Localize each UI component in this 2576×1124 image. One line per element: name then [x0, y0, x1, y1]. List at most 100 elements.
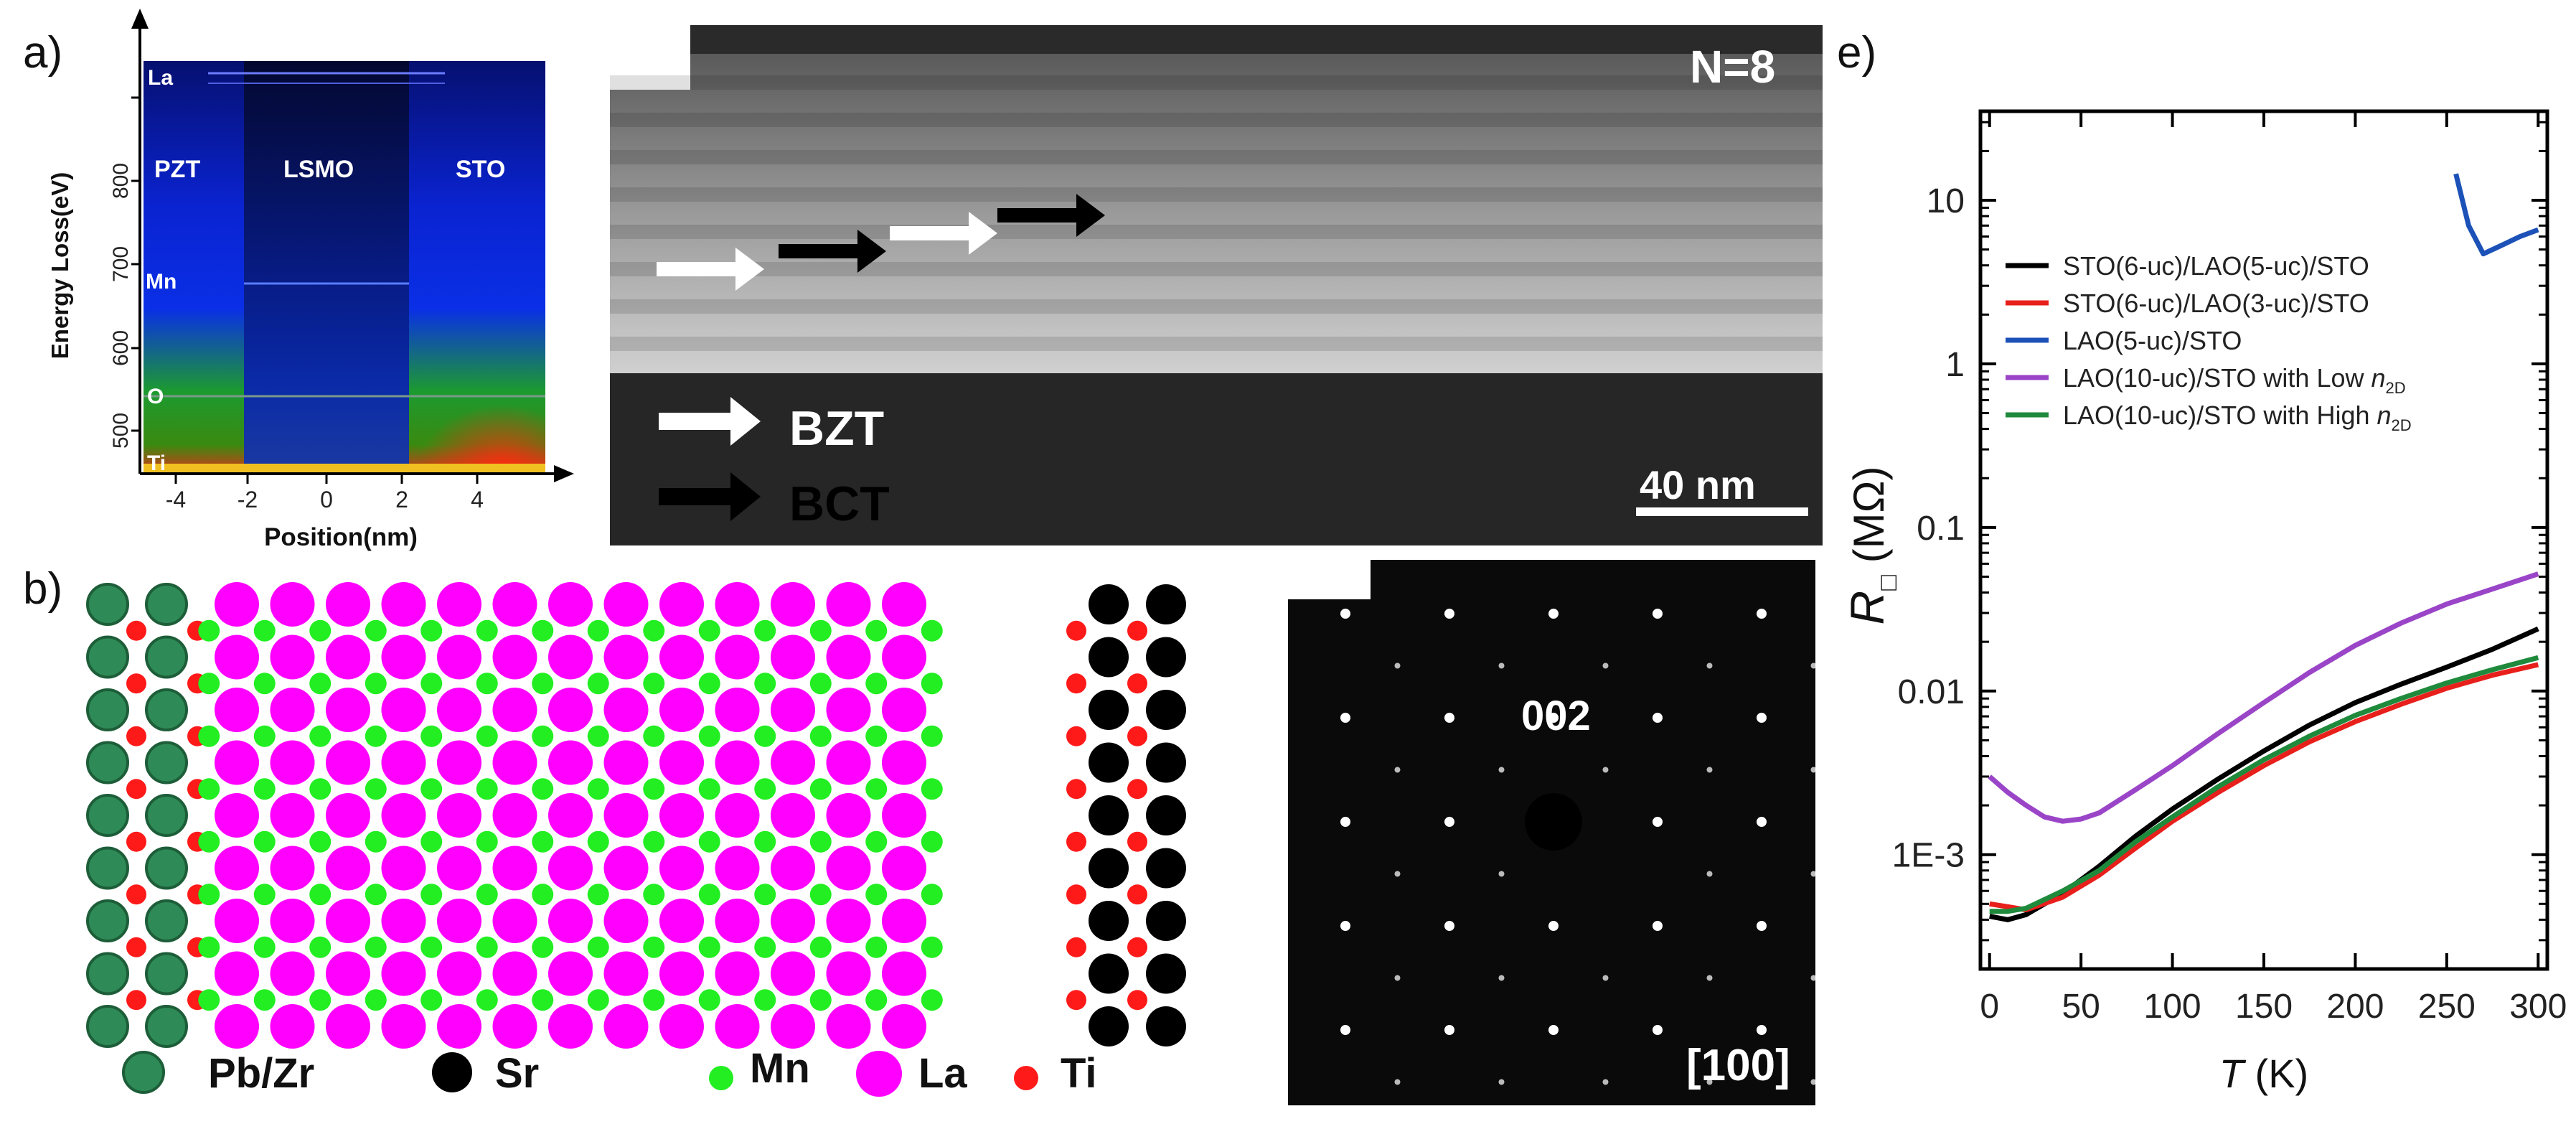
atom-ti — [1066, 673, 1086, 694]
atom-mn — [698, 989, 720, 1011]
atom-mn — [420, 989, 443, 1011]
atom-la — [215, 582, 259, 627]
diffraction-spot — [1444, 921, 1454, 931]
atom-ti — [1127, 620, 1147, 641]
atom-pbzr — [86, 952, 129, 996]
atom-la — [603, 1004, 649, 1049]
legend-sr-circle-icon — [432, 1052, 472, 1092]
atom-la — [492, 740, 537, 785]
atom-la — [882, 951, 926, 996]
diffraction-spot-weak — [1394, 767, 1401, 773]
atom-mn — [198, 619, 220, 642]
atom-mn — [809, 619, 832, 642]
diffraction-spot — [1757, 609, 1767, 619]
atom-mn — [532, 619, 554, 642]
atom-sr — [1089, 690, 1129, 730]
atom-la — [659, 846, 704, 891]
atom-mn — [198, 725, 220, 747]
legend-la-label: La — [918, 1050, 967, 1097]
chart-y-label-subscript: □ — [1873, 575, 1902, 591]
atom-mn — [198, 778, 220, 800]
atom-la — [603, 582, 649, 627]
atom-la — [659, 634, 704, 680]
atom-mn — [698, 936, 720, 958]
atom-mn — [921, 778, 943, 800]
atom-mn — [587, 830, 609, 853]
atom-mn — [754, 884, 776, 906]
atom-mn — [420, 884, 443, 906]
panel-a-ylabel: Energy Loss(eV) — [47, 172, 73, 359]
diffraction-spot — [1548, 1025, 1559, 1035]
diffraction-spot-weak — [1602, 767, 1609, 773]
zone-axis-label: [100] — [1686, 1041, 1790, 1090]
atom-la — [659, 899, 704, 943]
atom-sr — [1089, 901, 1129, 941]
atom-ti — [1127, 673, 1147, 694]
chart-y-label-symbol: R — [1841, 591, 1894, 625]
atom-la — [437, 740, 481, 785]
region-label-pzt: PZT — [154, 156, 200, 183]
atom-la — [826, 634, 871, 680]
stem-stripe — [610, 113, 1823, 127]
atom-la — [381, 634, 426, 680]
atom-la — [270, 951, 315, 996]
atom-mn — [253, 884, 276, 906]
atom-la — [381, 688, 426, 732]
diffraction-spot-weak — [1498, 767, 1505, 773]
panel-d-diffraction-pattern: 002 [100] — [1288, 560, 1815, 1105]
atom-sr — [1146, 953, 1186, 994]
atom-pbzr — [145, 846, 188, 890]
atom-la — [659, 793, 704, 838]
atom-la — [882, 582, 926, 627]
atom-sr — [1089, 1006, 1129, 1046]
atom-la — [270, 582, 315, 627]
lsmo-column — [244, 61, 409, 474]
atom-mn — [754, 778, 776, 800]
atom-la — [215, 793, 259, 838]
panel-a-region-labels: PZT LSMO STO — [154, 156, 505, 183]
diffraction-spot — [1653, 713, 1663, 723]
atom-mn — [476, 936, 498, 958]
diffraction-spot-weak — [1394, 871, 1401, 877]
panel-a-ytick-600: 600 — [109, 330, 133, 366]
atom-la — [381, 951, 426, 996]
atom-mn — [921, 725, 943, 747]
stem-scalebar-label: 40 nm — [1640, 462, 1756, 507]
atom-mn — [365, 989, 387, 1011]
atom-mn — [587, 989, 609, 1011]
legend-label-1: STO(6-uc)/LAO(3-uc)/STO — [2063, 289, 2369, 318]
atom-mn — [698, 725, 720, 747]
atom-mn — [587, 884, 609, 906]
atom-la — [381, 846, 426, 891]
atom-la — [882, 688, 926, 732]
atom-mn — [587, 673, 609, 695]
region-label-sto: STO — [456, 156, 505, 183]
atom-mn — [698, 778, 720, 800]
atom-la — [326, 582, 370, 627]
atom-mn — [253, 830, 276, 853]
atom-mn — [532, 830, 554, 853]
atom-mn — [698, 830, 720, 853]
panel-a-xticks: -4 -2 0 2 4 — [166, 474, 484, 512]
atom-la — [492, 951, 537, 996]
atom-la — [882, 1004, 926, 1049]
atom-la — [492, 1004, 537, 1049]
atom-mn — [809, 830, 832, 853]
legend-pbzr-label: Pb/Zr — [208, 1050, 314, 1097]
atom-pbzr — [86, 794, 129, 837]
panel-b-atomic-model: Pb/Zr Sr Mn La Ti — [86, 582, 1186, 1097]
atom-la — [492, 793, 537, 838]
atom-mn — [365, 936, 387, 958]
diffraction-spot-weak — [1706, 662, 1713, 669]
atom-mn — [587, 936, 609, 958]
atom-la — [771, 582, 815, 627]
stem-stripe — [610, 262, 1823, 276]
chart-ticks: 0 50 100 150 200 250 300 10 1 0.1 0.01 1E-3 — [1892, 111, 2567, 1026]
atom-sr — [1089, 742, 1129, 783]
atom-mn — [476, 989, 498, 1011]
y-tick-label: 1 — [1945, 346, 1965, 384]
diffraction-spot — [1757, 817, 1767, 827]
atom-la — [437, 793, 481, 838]
panel-a-edge-labels: La Mn O Ti — [146, 66, 177, 475]
atom-ti — [1127, 831, 1147, 852]
